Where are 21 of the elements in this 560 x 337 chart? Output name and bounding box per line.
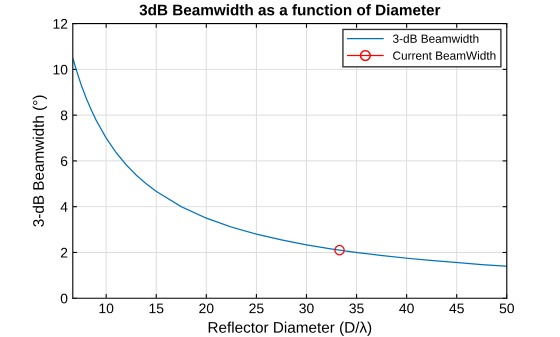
x-tick-label: 30	[299, 303, 314, 314]
y-tick-label: 12	[54, 18, 68, 29]
x-tick-label: 15	[150, 304, 164, 314]
y-tick-label: 8	[60, 110, 68, 120]
y-tick-label: 10	[54, 64, 68, 75]
y-tick-label: 0	[60, 294, 68, 304]
x-tick-label: 40	[399, 303, 414, 314]
chart-title: 3dB Beamwidth as a function of Diameter	[139, 4, 440, 16]
legend-label: 3-dB Beamwidth	[392, 34, 478, 43]
x-tick-label: 20	[199, 303, 214, 314]
y-tick-label: 6	[60, 156, 68, 166]
x-axis-title: Reflector Diameter (D/λ)	[208, 322, 372, 336]
x-tick-label: 50	[500, 303, 514, 314]
legend-label: Current BeamWidth	[393, 51, 496, 60]
x-tick-label: 25	[249, 303, 264, 314]
x-tick-label: 35	[349, 303, 364, 314]
x-tick-label: 45	[449, 304, 464, 314]
y-axis-title: 3-dB Beamwidth (°)	[32, 96, 47, 227]
y-tick-label: 2	[60, 248, 68, 258]
x-tick-label: 10	[99, 303, 114, 314]
y-tick-label: 4	[60, 202, 68, 212]
